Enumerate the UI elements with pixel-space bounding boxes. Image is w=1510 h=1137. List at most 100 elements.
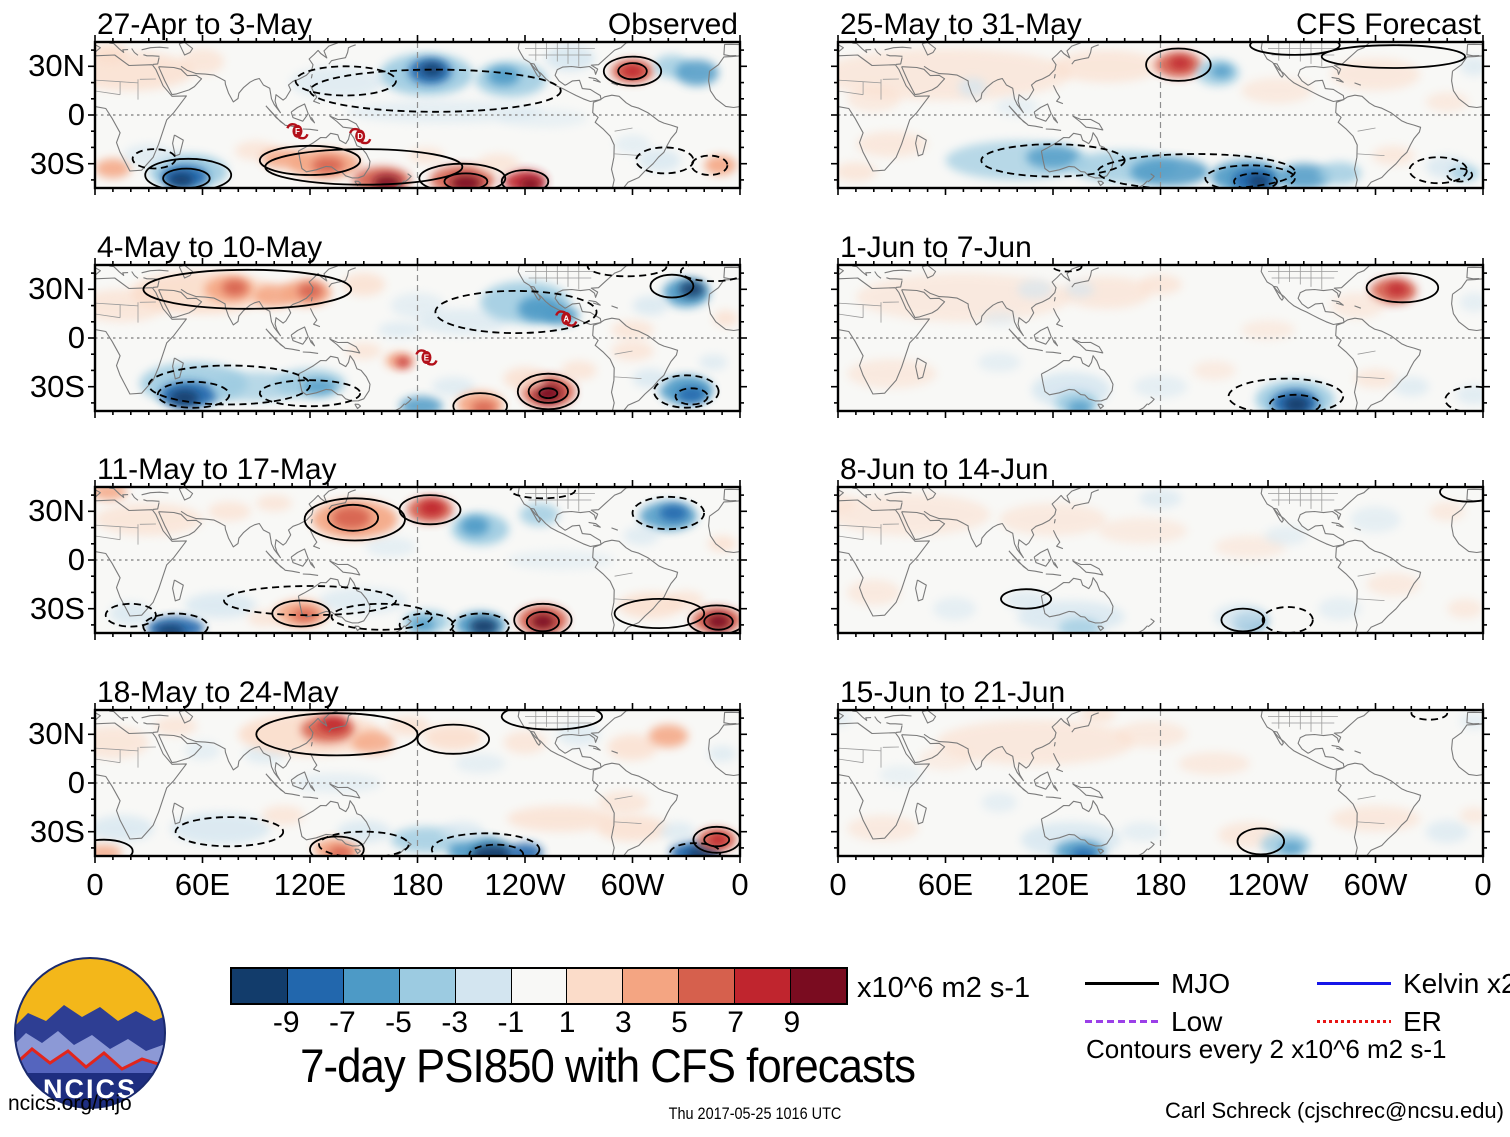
column-label: CFS Forecast [1295, 8, 1481, 41]
panel-title: 4-May to 10-May [97, 231, 323, 264]
map-panel [831, 480, 1490, 640]
author-credit: Carl Schreck (cjschrec@ncsu.edu) [1165, 1098, 1504, 1123]
legend-line-swatch [1085, 982, 1159, 985]
colorbar-tick-label: -5 [385, 1006, 412, 1039]
panel-title-row: 25-May to 31-May CFS Forecast [838, 4, 1483, 42]
legend-label: Kelvin x2 [1403, 968, 1510, 999]
panel-forecast-2: 1-Jun to 7-Jun [831, 227, 1490, 418]
lat-label-30S: 30S [29, 590, 85, 626]
axis-ticks [88, 258, 747, 418]
colorbar-tick-label: 3 [614, 1006, 632, 1039]
lon-label-180: 180 [1134, 867, 1187, 902]
logo-text: NCICS [43, 1074, 137, 1104]
anomaly-shading [847, 273, 1483, 411]
wave-contours [95, 710, 740, 856]
colorbar-tick-label: 7 [727, 1006, 744, 1039]
colorbar-cell [623, 969, 680, 1003]
lon-label-60W: 60W [1343, 867, 1408, 902]
anomaly-shading [838, 48, 1483, 188]
svg-text:A: A [563, 314, 569, 323]
panel-title-row: 4-May to 10-May [95, 227, 740, 265]
panel-observed-1: 27-Apr to 3-May Observed F D [88, 4, 747, 195]
panel-title-row: 27-Apr to 3-May Observed [95, 4, 740, 42]
colorbar-cell [287, 969, 344, 1003]
lat-label-30S: 30S [29, 145, 85, 181]
ncics-logo: NCICS [14, 957, 166, 1109]
lon-label-120E: 120E [1016, 867, 1090, 902]
panel-title-row: 15-Jun to 21-Jun [838, 672, 1483, 710]
colorbar-tick-label: -7 [329, 1006, 356, 1039]
anomaly-shading [838, 710, 1483, 856]
legend-line-swatch [1317, 982, 1391, 985]
coastlines [95, 265, 740, 411]
map-panel: FD [88, 35, 747, 195]
country-borders [838, 265, 1385, 379]
legend-line-swatch [1317, 1020, 1391, 1023]
longitude-axis-left: 0 60E 120E 180 120W 60W 0 [86, 867, 748, 908]
colorbar-tick-label: -1 [497, 1006, 525, 1039]
panel-observed-2: 4-May to 10-May A E [88, 227, 747, 418]
country-borders [838, 487, 1385, 601]
colorbar-cell [343, 969, 400, 1003]
country-borders [838, 42, 1385, 156]
panel-title: 15-Jun to 21-Jun [840, 676, 1066, 709]
coastlines [838, 42, 1483, 188]
panel-observed-4: 18-May to 24-May [88, 672, 747, 863]
timestamp: Thu 2017-05-25 1016 UTC [668, 1104, 842, 1123]
wave-contours [1000, 487, 1483, 633]
lat-label-0: 0 [67, 542, 85, 577]
wave-contours [142, 265, 740, 411]
coastlines [838, 487, 1483, 633]
colorbar-cell [399, 969, 456, 1003]
colorbar-tick-label: 9 [783, 1006, 801, 1039]
lat-label-30N: 30N [28, 271, 85, 307]
axis-ticks [831, 703, 1490, 863]
map-panel [831, 703, 1490, 863]
lat-label-30S: 30S [29, 368, 85, 404]
panel-forecast-4: 15-Jun to 21-Jun [831, 672, 1490, 863]
wave-contours [131, 55, 729, 188]
lon-label-180: 180 [391, 867, 444, 902]
tropical-cyclone-marker: F [286, 123, 309, 140]
logo-red-ridgeline [15, 1047, 165, 1071]
colorbar-cell [679, 969, 736, 1003]
panel-title: 1-Jun to 7-Jun [840, 231, 1032, 264]
colorbar-cell [567, 969, 624, 1003]
colorbar-tick-label: -3 [441, 1006, 469, 1039]
axis-ticks [831, 480, 1490, 640]
legend-label: MJO [1171, 968, 1231, 999]
lat-label-0: 0 [67, 765, 85, 800]
anomaly-shading [95, 271, 739, 411]
panel-title-row: 8-Jun to 14-Jun [838, 449, 1483, 487]
forecast-column: 25-May to 31-May CFS Forecast 1-Jun to 7-J… [831, 0, 1490, 900]
panel-observed-3: 11-May to 17-May [88, 449, 747, 640]
map-panel [831, 35, 1490, 195]
axis-ticks [831, 35, 1490, 195]
coastlines [95, 487, 740, 633]
legend-label: ER [1403, 1006, 1442, 1037]
lon-label-120E: 120E [273, 867, 347, 902]
coastlines [838, 265, 1483, 411]
svg-text:F: F [295, 127, 300, 136]
legend-line-swatch [1085, 1020, 1159, 1023]
colorbar [230, 967, 848, 1005]
colorbar-cell [232, 969, 288, 1003]
coastlines [838, 710, 1483, 856]
coastlines [95, 710, 740, 856]
lon-label-0: 0 [1474, 867, 1492, 902]
wave-contours [1236, 710, 1449, 856]
tropical-cyclone-marker: D [349, 127, 372, 145]
country-borders [95, 265, 642, 379]
panel-title-row: 11-May to 17-May [95, 449, 740, 487]
colorbar-cell [791, 969, 846, 1003]
observed-column: 27-Apr to 3-May Observed F D 4-May to 10-May… [88, 0, 747, 900]
country-borders [95, 710, 642, 824]
longitude-axis-right: 0 60E 120E 180 120W 60W 0 [829, 867, 1491, 908]
lat-label-30N: 30N [28, 493, 85, 529]
column-label: Observed [607, 8, 738, 41]
colorbar-cell [735, 969, 792, 1003]
contour-interval-note: Contours every 2 x10^6 m2 s-1 [1086, 1034, 1447, 1064]
axis-ticks [88, 480, 747, 640]
coastlines [95, 42, 740, 188]
panel-forecast-1: 25-May to 31-May CFS Forecast [831, 4, 1490, 195]
